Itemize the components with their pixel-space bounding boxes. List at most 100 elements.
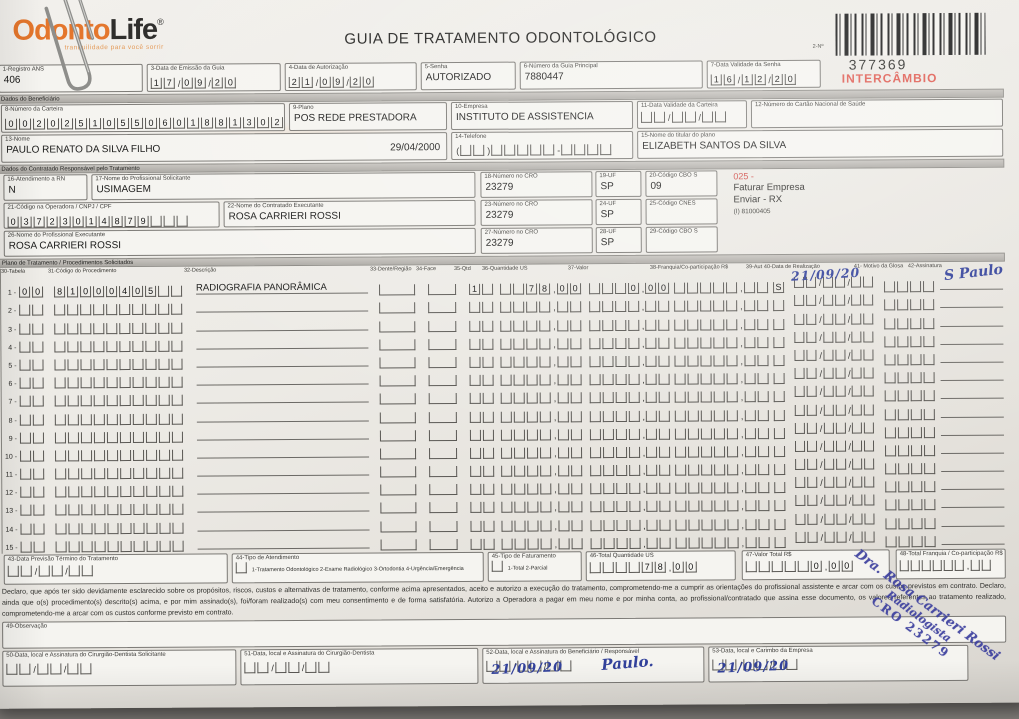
row-dente-box [377, 520, 426, 533]
row-codigo-comb [52, 504, 191, 516]
row-data-comb: / / [792, 403, 876, 416]
row-assinatura-line [940, 313, 1004, 327]
row-tabela-comb [17, 523, 52, 535]
row-codigo-comb [52, 449, 191, 462]
field-validade-carteira: 11-Data Validade da Carteira / / [636, 100, 748, 129]
field-contratado-executante-value: ROSA CARRIERI ROSSI [228, 210, 341, 223]
paper-clip [44, 0, 95, 91]
field-assinatura-beneficiario-label: 52-Data, local e Assinatura do Beneficiá… [486, 648, 640, 656]
field-atendimento-rn: 16-Atendimento a RN N [3, 174, 88, 201]
row-data-realizacao: / / [792, 402, 882, 421]
tipo-faturamento-options: 1-Total 2-Parcial [507, 565, 548, 572]
field-observacao: 49-Observação [2, 615, 1007, 649]
row-tabela-comb [16, 304, 51, 317]
row-codigo-comb [51, 340, 190, 353]
row-face-box [426, 466, 467, 478]
row-descricao [197, 456, 370, 459]
field-assinatura-solicitante: 50-Data, local e Assinatura do Cirurgião… [2, 649, 237, 687]
row-data-comb: / / [791, 313, 875, 325]
row-aut-comb [772, 536, 793, 548]
field-titular-plano: 15-Nome do titular do plano ELIZABETH SA… [637, 128, 1004, 159]
row-franquia-comb: , [672, 482, 771, 494]
row-quantidade-us-comb: , [497, 301, 586, 314]
row-number: 11 [2, 472, 17, 480]
row-dente-box [377, 466, 426, 478]
row-data-realizacao: / / [792, 384, 882, 403]
row-franquia-comb: , [672, 518, 771, 531]
handwritten-beneficiario-date: 21/09/20 [491, 660, 564, 679]
row-aut-comb [771, 445, 792, 457]
intercambio-badge: INTERCÂMBIO [841, 71, 938, 86]
field-numero-guia-principal-value: 7880447 [524, 71, 564, 83]
row-descricao [196, 347, 369, 350]
row-dente-box [376, 284, 425, 296]
row-valor-comb: , [587, 392, 672, 404]
field-cro-profissional: 27-Número no CRO 23279 [480, 227, 593, 254]
field-cro-profissional-value: 23279 [485, 237, 514, 249]
row-data-realizacao: / / [791, 311, 881, 330]
row-tabela-comb [16, 323, 51, 335]
row-aut-comb [771, 391, 792, 403]
row-data-comb: / / [792, 476, 876, 489]
field-previsao-termino: 43-Data Previsão Término do Tratamento /… [3, 553, 228, 585]
procedures-table-body: 1 00 81000405 RADIOGRAFIA PANORÂMICA 1 7… [1, 262, 1007, 553]
handling-notes: 025 - Faturar Empresa Enviar - RX (I) 81… [733, 169, 913, 218]
row-codigo-comb [53, 540, 192, 553]
row-aut-comb [770, 336, 791, 348]
row-glosa-comb [881, 281, 938, 293]
row-quantidade-us-comb: , [498, 519, 587, 532]
row-face-box [426, 520, 467, 532]
row-glosa-comb [882, 390, 939, 402]
row-descricao [196, 365, 369, 368]
col-header-tabela: 30-Tabela [0, 268, 26, 275]
note-code: 025 - [733, 171, 754, 182]
row-qtd-comb: 1 [466, 283, 497, 296]
field-cbo-solicitante: 20-Código CBO S 09 [645, 170, 718, 197]
row-qtd-comb [467, 393, 498, 405]
row-franquia-comb: , [672, 391, 771, 403]
row-codigo-comb [52, 376, 191, 389]
row-dente-box [377, 411, 426, 423]
field-profissional-solicitante: 17-Nome do Profissional Solicitante USIM… [91, 171, 476, 201]
row-face-box [425, 356, 466, 369]
row-descricao [196, 329, 369, 332]
row-valor-comb: , [586, 319, 671, 331]
field-data-emissao-label: 3-Data de Emissão da Guia [150, 65, 225, 72]
row-dente-box [376, 320, 425, 333]
row-face-box [425, 338, 466, 350]
row-number: 7 [2, 399, 17, 407]
field-uf-solicitante-label: 19-UF [599, 173, 617, 180]
row-tabela-comb [16, 341, 51, 353]
row-aut-comb [771, 500, 792, 512]
row-face-box [426, 484, 467, 496]
row-tabela-comb [17, 468, 52, 480]
row-dente-box [377, 448, 426, 460]
row-dente-box [377, 502, 426, 514]
row-franquia-comb: , [671, 300, 770, 313]
row-face-box [426, 502, 467, 514]
row-valor-comb: , [588, 537, 673, 550]
col-header-descricao: 32-Descrição [183, 267, 217, 274]
field-validade-senha: 7-Data Validade da Senha 1 6/1 2/2 0 [706, 59, 821, 89]
field-data-emissao-comb: 1 7/0 9/2 0 [148, 77, 238, 89]
field-cbo-executante: 29-Código CBO S [645, 226, 718, 253]
field-senha-value: AUTORIZADO [425, 71, 492, 84]
row-valor-comb: , [587, 464, 672, 477]
row-quantidade-us-comb: , [497, 319, 586, 332]
field-uf-solicitante-value: SP [600, 181, 614, 193]
row-quantidade-us-comb: , [497, 356, 586, 368]
row-data-comb: / / [792, 513, 876, 525]
row-dente-box [377, 393, 426, 405]
row-assinatura-line [940, 295, 1004, 309]
row-face-box [425, 320, 466, 332]
col-header-codigo: 31-Código do Procedimento [47, 268, 117, 275]
field-empresa: 10-Empresa INSTITUTO DE ASSISTENCIA [450, 100, 634, 131]
handwritten-empresa-date: 21/09/20 [717, 658, 790, 677]
row-qtd-comb [466, 356, 497, 368]
row-valor-comb: , [587, 428, 672, 440]
